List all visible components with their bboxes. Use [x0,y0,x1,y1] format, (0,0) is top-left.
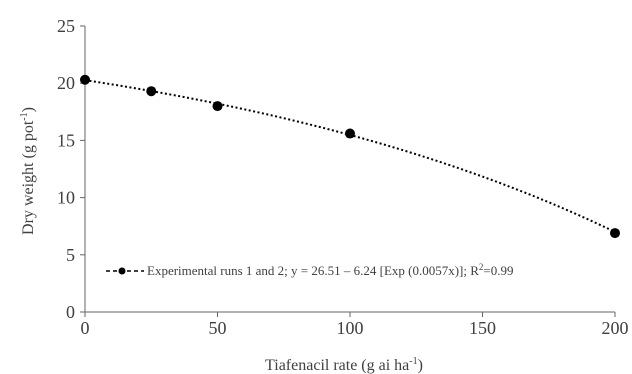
data-point [80,74,90,85]
data-points [80,74,620,239]
x-tick-label: 50 [209,318,227,338]
data-point [146,86,157,97]
x-axis-label: Tiafenacil rate (g ai ha-1) [265,356,423,374]
legend: Experimental runs 1 and 2; y = 26.51 – 6… [106,262,514,278]
data-point [345,128,355,139]
x-tick-label: 0 [81,318,90,338]
legend-marker [118,267,126,275]
x-ticks: 0 50 100 150 200 [81,312,629,338]
y-tick-label: 25 [57,16,75,36]
fit-line [84,79,616,233]
legend-text: Experimental runs 1 and 2; y = 26.51 – 6… [147,262,514,278]
y-ticks: 0 5 10 15 20 25 [57,16,85,322]
data-point [610,228,620,239]
x-tick-label: 200 [602,318,629,338]
y-tick-label: 0 [66,302,75,322]
data-point [212,101,223,112]
y-tick-label: 15 [57,130,75,150]
x-tick-label: 150 [469,318,496,338]
x-tick-label: 100 [337,318,364,338]
y-tick-label: 5 [66,245,75,265]
y-axis-label: Dry weight (g pot-1) [19,107,37,235]
y-tick-label: 20 [57,73,75,93]
y-tick-label: 10 [57,188,75,208]
